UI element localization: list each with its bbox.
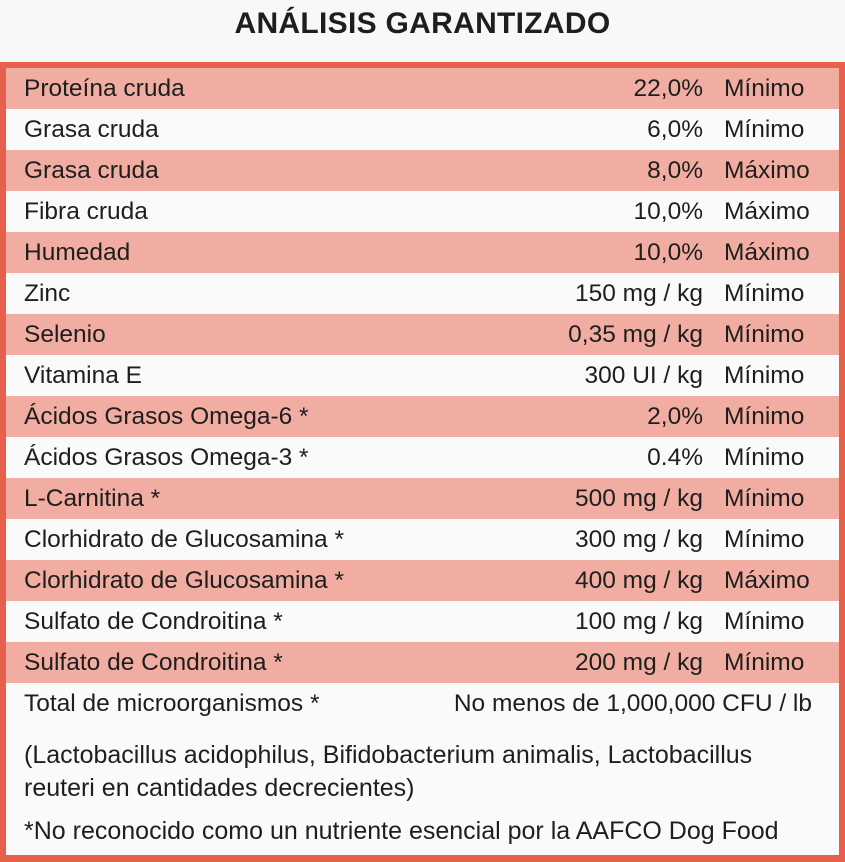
nutrient-value: 200 mg / kg xyxy=(574,648,703,676)
table-row: Humedad 10,0% Máximo xyxy=(6,232,839,273)
nutrient-value: 400 mg / kg xyxy=(574,566,703,594)
nutrient-value: 150 mg / kg xyxy=(574,279,703,307)
nutrient-value: No menos de 1,000,000 CFU / lb xyxy=(453,689,812,717)
nutrient-name: Grasa cruda xyxy=(24,156,159,184)
nutrient-value: 8,0% xyxy=(647,156,703,184)
nutrient-name: Selenio xyxy=(24,320,106,348)
table-row: Sulfato de Condroitina * 100 mg / kg Mín… xyxy=(6,601,839,642)
table-row: Proteína cruda 22,0% Mínimo xyxy=(6,68,839,109)
table-row: L-Carnitina * 500 mg / kg Mínimo xyxy=(6,478,839,519)
table-row: Grasa cruda 6,0% Mínimo xyxy=(6,109,839,150)
table-row: Vitamina E 300 UI / kg Mínimo xyxy=(6,355,839,396)
nutrient-qualifier: Mínimo xyxy=(724,320,805,348)
nutrient-name: Sulfato de Condroitina * xyxy=(24,648,283,676)
nutrient-qualifier: Mínimo xyxy=(724,74,805,102)
table-row: Grasa cruda 8,0% Máximo xyxy=(6,150,839,191)
table-row: Ácidos Grasos Omega-3 * 0.4% Mínimo xyxy=(6,437,839,478)
nutrient-value: 22,0% xyxy=(633,74,703,102)
nutrient-name: Clorhidrato de Glucosamina * xyxy=(24,525,345,553)
nutrient-value: 6,0% xyxy=(647,115,703,143)
table-row: Selenio 0,35 mg / kg Mínimo xyxy=(6,314,839,355)
footnote-aafco: *No reconocido como un nutriente esencia… xyxy=(24,817,779,845)
nutrient-rows: Proteína cruda 22,0% Mínimo Grasa cruda … xyxy=(6,68,839,724)
nutrient-name: Ácidos Grasos Omega-6 * xyxy=(24,402,309,430)
nutrient-qualifier: Mínimo xyxy=(724,115,805,143)
table-row: Clorhidrato de Glucosamina * 400 mg / kg… xyxy=(6,560,839,601)
nutrient-qualifier: Máximo xyxy=(724,156,810,184)
table-row-microorganisms: Total de microorganismos * No menos de 1… xyxy=(6,683,839,724)
header: ANÁLISIS GARANTIZADO xyxy=(0,0,845,62)
nutrient-value: 300 mg / kg xyxy=(574,525,703,553)
table-row: Clorhidrato de Glucosamina * 300 mg / kg… xyxy=(6,519,839,560)
nutrient-name: Ácidos Grasos Omega-3 * xyxy=(24,443,309,471)
nutrient-name: Sulfato de Condroitina * xyxy=(24,607,283,635)
table-row: Zinc 150 mg / kg Mínimo xyxy=(6,273,839,314)
nutrient-value: 500 mg / kg xyxy=(574,484,703,512)
nutrient-qualifier: Máximo xyxy=(724,566,810,594)
nutrient-qualifier: Máximo xyxy=(724,238,810,266)
nutrient-name: Proteína cruda xyxy=(24,74,185,102)
nutrient-qualifier: Mínimo xyxy=(724,607,805,635)
nutrient-name: Total de microorganismos * xyxy=(24,689,320,717)
nutrient-name: Clorhidrato de Glucosamina * xyxy=(24,566,345,594)
nutrient-name: Fibra cruda xyxy=(24,197,148,225)
nutrient-qualifier: Mínimo xyxy=(724,484,805,512)
footnote-probiotic-strains: (Lactobacillus acidophilus, Bifidobacter… xyxy=(24,741,753,802)
table-row: Ácidos Grasos Omega-6 * 2,0% Mínimo xyxy=(6,396,839,437)
table-row: Fibra cruda 10,0% Máximo xyxy=(6,191,839,232)
nutrient-name: Grasa cruda xyxy=(24,115,159,143)
nutrient-value: 10,0% xyxy=(633,197,703,225)
nutrient-qualifier: Mínimo xyxy=(724,443,805,471)
nutrient-qualifier: Mínimo xyxy=(724,402,805,430)
nutrient-qualifier: Mínimo xyxy=(724,361,805,389)
nutrient-name: Humedad xyxy=(24,238,131,266)
nutrient-qualifier: Mínimo xyxy=(724,525,805,553)
nutrient-name: L-Carnitina * xyxy=(24,484,161,512)
analysis-title: ANÁLISIS GARANTIZADO xyxy=(234,7,611,40)
nutrient-value: 0.4% xyxy=(647,443,703,471)
nutrient-qualifier: Mínimo xyxy=(724,279,805,307)
table-row: Sulfato de Condroitina * 200 mg / kg Mín… xyxy=(6,642,839,683)
nutrient-qualifier: Mínimo xyxy=(724,648,805,676)
nutrient-name: Zinc xyxy=(24,279,71,307)
nutrient-value: 2,0% xyxy=(647,402,703,430)
nutrient-value: 10,0% xyxy=(633,238,703,266)
footnotes: (Lactobacillus acidophilus, Bifidobacter… xyxy=(6,724,839,848)
nutrient-qualifier: Máximo xyxy=(724,197,810,225)
nutrient-value: 100 mg / kg xyxy=(574,607,703,635)
nutrient-value: 300 UI / kg xyxy=(584,361,703,389)
nutrient-name: Vitamina E xyxy=(24,361,143,389)
guaranteed-analysis-table: Proteína cruda 22,0% Mínimo Grasa cruda … xyxy=(0,62,845,862)
nutrient-value: 0,35 mg / kg xyxy=(568,320,703,348)
